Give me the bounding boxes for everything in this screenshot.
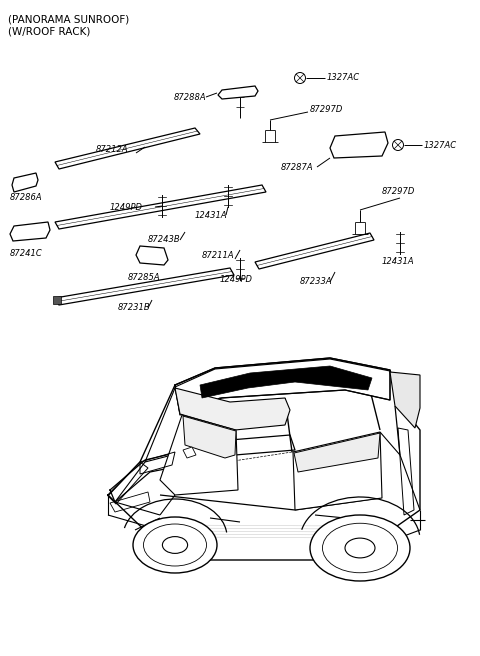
Polygon shape — [200, 366, 372, 398]
Text: (PANORAMA SUNROOF): (PANORAMA SUNROOF) — [8, 14, 129, 24]
Text: 87286A: 87286A — [10, 192, 43, 201]
Polygon shape — [183, 447, 196, 458]
Polygon shape — [390, 372, 420, 428]
Ellipse shape — [133, 517, 217, 573]
Polygon shape — [175, 359, 390, 414]
Text: 12431A: 12431A — [195, 211, 228, 220]
Text: 1249PD: 1249PD — [110, 203, 143, 211]
Text: 87233A: 87233A — [300, 277, 333, 287]
Ellipse shape — [310, 515, 410, 581]
Text: 1327AC: 1327AC — [327, 73, 360, 83]
Polygon shape — [293, 432, 382, 510]
Text: 87243B: 87243B — [148, 236, 180, 245]
Text: 87285A: 87285A — [128, 274, 161, 283]
Polygon shape — [160, 415, 238, 495]
Polygon shape — [175, 388, 290, 430]
Text: 87297D: 87297D — [310, 106, 343, 115]
Text: 87288A: 87288A — [174, 92, 206, 102]
Text: 87241C: 87241C — [10, 249, 43, 258]
Text: 87297D: 87297D — [382, 188, 415, 197]
Polygon shape — [183, 416, 236, 458]
Polygon shape — [294, 433, 380, 472]
Text: 1249PD: 1249PD — [220, 276, 253, 285]
Text: 87211A: 87211A — [202, 251, 235, 260]
Text: 87231B: 87231B — [118, 304, 151, 312]
Text: (W/ROOF RACK): (W/ROOF RACK) — [8, 27, 90, 37]
Text: 1327AC: 1327AC — [424, 140, 457, 150]
Text: 87212A: 87212A — [96, 146, 129, 155]
Text: 87287A: 87287A — [281, 163, 313, 173]
Text: 12431A: 12431A — [382, 258, 415, 266]
Bar — [53, 296, 61, 304]
